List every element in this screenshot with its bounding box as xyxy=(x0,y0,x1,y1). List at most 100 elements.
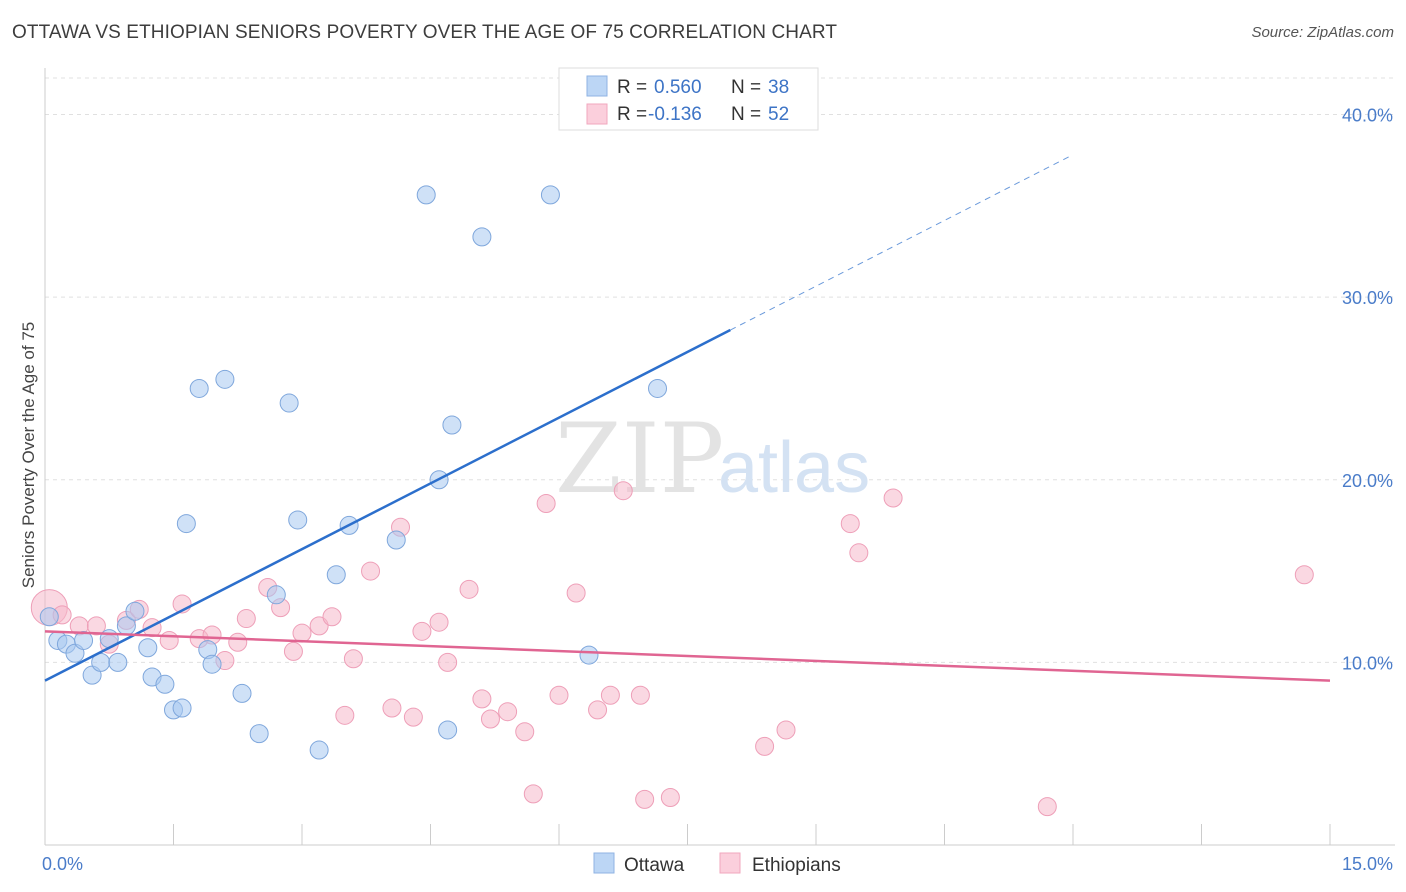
ottawa-point-23 xyxy=(266,585,286,605)
ottawa-point-17 xyxy=(189,378,209,398)
ethiopians-point-28 xyxy=(429,612,449,632)
legend-swatch-ottawa xyxy=(586,75,608,97)
ethiopians-point-8 xyxy=(159,630,179,650)
y-tick-labels: 10.0% 20.0% 30.0% 40.0% xyxy=(1342,106,1393,674)
ottawa-point-37 xyxy=(648,378,668,398)
ethiopians-point-13 xyxy=(228,632,248,652)
ottawa-point-29 xyxy=(386,530,406,550)
ottawa-point-19 xyxy=(202,654,222,674)
ottawa-point-22 xyxy=(249,724,269,744)
ethiopians-point-44 xyxy=(660,788,680,808)
ethiopians-point-33 xyxy=(498,702,518,722)
ethiopians-point-30 xyxy=(459,579,479,599)
y-tick-label-1: 20.0% xyxy=(1342,471,1393,491)
ethiopians-point-32 xyxy=(480,709,500,729)
ottawa-point-8 xyxy=(108,652,128,672)
ethiopians-point-14 xyxy=(236,609,256,629)
ethiopians-point-24 xyxy=(382,698,402,718)
ottawa-point-20 xyxy=(215,369,235,389)
bottom-legend-swatch-ottawa xyxy=(593,852,615,874)
axes xyxy=(44,68,1395,846)
trend-lines xyxy=(44,154,1331,682)
ethiopians-point-23 xyxy=(361,561,381,581)
ottawa-point-11 xyxy=(138,638,158,658)
ottawa-point-24 xyxy=(279,393,299,413)
ottawa-point-25 xyxy=(288,510,308,530)
ethiopians-point-42 xyxy=(630,685,650,705)
ottawa-point-35 xyxy=(540,185,560,205)
ottawa-point-34 xyxy=(472,227,492,247)
legend-swatch-ethiopians xyxy=(586,103,608,125)
ottawa-point-27 xyxy=(326,565,346,585)
ethiopians-point-20 xyxy=(322,607,342,627)
legend-r-value-ottawa: 0.560 xyxy=(654,77,702,98)
ethiopians-point-37 xyxy=(549,685,569,705)
ethiopians-trend-line xyxy=(44,630,1331,682)
ethiopians-point-17 xyxy=(283,641,303,661)
ethiopians-point-46 xyxy=(776,720,796,740)
ottawa-points xyxy=(39,185,668,760)
ottawa-point-15 xyxy=(172,698,192,718)
ethiopians-point-34 xyxy=(515,722,535,742)
x-tick-label-start: 0.0% xyxy=(42,854,83,874)
ethiopians-point-3 xyxy=(86,616,106,636)
ethiopians-point-43 xyxy=(635,789,655,809)
ottawa-point-10 xyxy=(125,601,145,621)
legend-r-label-ethiopians: R = xyxy=(617,104,647,125)
ethiopians-point-19 xyxy=(309,616,329,636)
legend-n-value-ethiopians: 52 xyxy=(768,104,789,125)
y-tick-label-3: 40.0% xyxy=(1342,106,1393,126)
chart-title: OTTAWA VS ETHIOPIAN SENIORS POVERTY OVER… xyxy=(12,22,838,43)
grid-lines xyxy=(45,77,1395,663)
x-tick-labels: 0.0% 15.0% xyxy=(42,854,1393,874)
ethiopians-point-27 xyxy=(412,621,432,641)
ethiopians-point-39 xyxy=(588,700,608,720)
legend-r-label-ottawa: R = xyxy=(617,77,647,98)
watermark-atlas: atlas xyxy=(718,428,870,508)
ethiopians-point-50 xyxy=(1037,797,1057,817)
legend-n-value-ottawa: 38 xyxy=(768,77,789,98)
ottawa-trend-extension xyxy=(730,154,1074,331)
y-axis-label: Seniors Poverty Over the Age of 75 xyxy=(19,322,38,588)
ethiopians-point-26 xyxy=(403,707,423,727)
ottawa-point-4 xyxy=(74,630,94,650)
ethiopians-point-31 xyxy=(472,689,492,709)
ottawa-point-16 xyxy=(176,514,196,534)
watermark-zip: ZIP xyxy=(555,403,724,515)
bottom-legend: Ottawa Ethiopians xyxy=(593,852,841,876)
y-tick-label-0: 10.0% xyxy=(1342,653,1393,673)
ethiopians-point-40 xyxy=(600,685,620,705)
ethiopians-point-49 xyxy=(883,488,903,508)
bottom-legend-ethiopians: Ethiopians xyxy=(752,855,841,876)
ethiopians-point-22 xyxy=(343,649,363,669)
ottawa-point-13 xyxy=(155,674,175,694)
ethiopians-point-45 xyxy=(755,736,775,756)
ethiopians-point-41 xyxy=(613,481,633,501)
ottawa-point-30 xyxy=(416,185,436,205)
ottawa-point-0 xyxy=(39,607,59,627)
ottawa-point-33 xyxy=(442,415,462,435)
ottawa-point-32 xyxy=(438,720,458,740)
bottom-legend-ottawa: Ottawa xyxy=(624,855,685,876)
top-legend: R = 0.560 N = 38 R = -0.136 N = 52 xyxy=(558,67,819,131)
ethiopians-point-35 xyxy=(523,784,543,804)
ethiopians-point-48 xyxy=(849,543,869,563)
ottawa-trend-line xyxy=(44,328,731,682)
ethiopians-point-21 xyxy=(335,705,355,725)
bottom-legend-swatch-ethiopians xyxy=(719,852,741,874)
ethiopians-point-38 xyxy=(566,583,586,603)
ethiopians-point-29 xyxy=(438,652,458,672)
ottawa-point-36 xyxy=(579,645,599,665)
ethiopians-point-18 xyxy=(292,623,312,643)
legend-n-label-ethiopians: N = xyxy=(731,104,761,125)
source-credit: Source: ZipAtlas.com xyxy=(1251,24,1394,41)
ethiopians-point-47 xyxy=(840,514,860,534)
legend-n-label-ottawa: N = xyxy=(731,77,761,98)
y-tick-label-2: 30.0% xyxy=(1342,288,1393,308)
ottawa-point-21 xyxy=(232,683,252,703)
ottawa-point-26 xyxy=(309,740,329,760)
ethiopians-point-51 xyxy=(1294,565,1314,585)
ethiopians-points xyxy=(30,481,1314,817)
x-tick-label-end: 15.0% xyxy=(1342,854,1393,874)
